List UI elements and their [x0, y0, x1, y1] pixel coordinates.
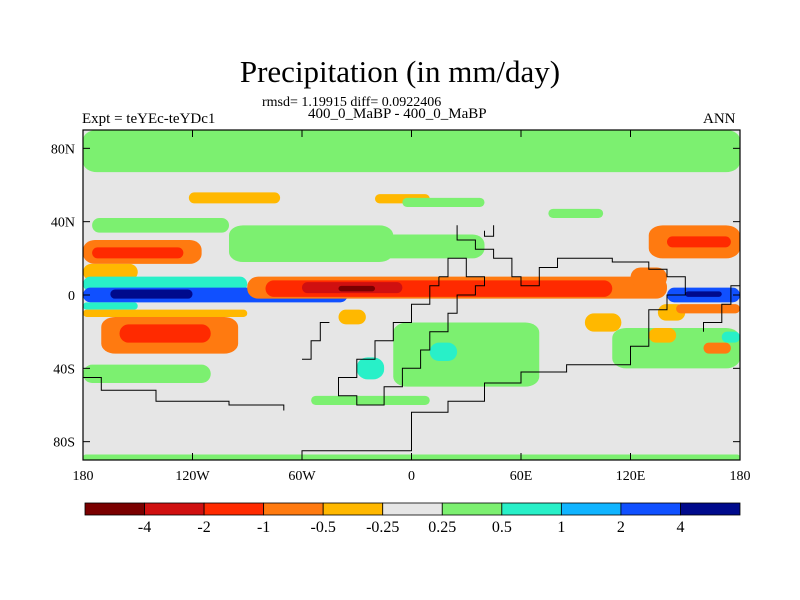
x-tick-label-0: 180 [73, 469, 94, 484]
coastline-4 [703, 285, 740, 332]
map-region-8 [338, 234, 485, 259]
colorbar-swatch-3 [263, 502, 324, 516]
map-region-2 [188, 192, 281, 204]
colorbar-label-5: 0.25 [428, 519, 456, 536]
map-region-9 [393, 322, 540, 387]
colorbar-swatch-10 [680, 502, 741, 516]
season-label: ANN [703, 111, 736, 127]
coastlines [83, 225, 740, 460]
y-tick-label-0: 80N [51, 142, 75, 157]
axis-ticks: 180 120W 60W 0 60E 120E 180 80N 40N 0 40S 80S [51, 130, 751, 484]
colorbar-swatch-4 [322, 502, 384, 516]
x-tick-label-4: 60E [510, 469, 533, 484]
coastline-1 [338, 257, 485, 406]
map-region-22 [119, 324, 211, 343]
map-region-12 [612, 328, 740, 369]
x-tick-label-1: 120W [175, 469, 210, 484]
x-tick-label-5: 120E [616, 469, 646, 484]
colorbar-swatch-8 [560, 502, 622, 516]
map-region-15 [83, 263, 138, 281]
coastline-5 [484, 225, 495, 237]
coastline-2 [456, 225, 686, 292]
map-region-31 [429, 342, 458, 361]
x-tick-label-2: 60W [288, 469, 316, 484]
map-region-28 [584, 313, 622, 332]
map-region-29 [648, 328, 677, 343]
map-region-0 [83, 130, 740, 173]
map-region-5 [548, 208, 604, 218]
map-region-6 [92, 218, 229, 233]
colorbar-swatch-2 [203, 502, 265, 516]
colorbar-label-2: -1 [257, 519, 270, 536]
map-region-19 [83, 302, 138, 310]
map-region-39 [721, 331, 740, 343]
colorbar-label-3: -0.5 [311, 519, 336, 536]
x-tick-label-3: 0 [408, 469, 415, 484]
coastline-3 [83, 377, 285, 411]
x-tick-label-6: 180 [730, 469, 751, 484]
y-tick-label-3: 40S [53, 362, 75, 377]
coastline-6 [302, 322, 330, 360]
colorbar: -4 -2 -1 -0.5 -0.25 0.25 0.5 1 2 4 [84, 502, 741, 536]
map-region-38 [676, 304, 740, 314]
colorbar-swatch-9 [620, 502, 681, 516]
experiment-label: Expt = teYEc-teYDc1 [82, 111, 216, 127]
map-region-30 [356, 357, 385, 380]
map-region-10 [83, 364, 211, 383]
map-region-34 [630, 267, 667, 288]
map-region-4 [402, 197, 485, 207]
map-region-27 [338, 309, 366, 325]
colorbar-label-9: 4 [676, 519, 684, 536]
map-region-33 [667, 236, 731, 248]
map-region-36 [685, 291, 722, 297]
colorbar-swatch-7 [501, 502, 562, 516]
colorbar-label-0: -4 [138, 519, 151, 536]
y-tick-label-1: 40N [51, 216, 75, 231]
stats-label: rmsd= 1.19915 diff= 0.0922406 [262, 95, 442, 110]
y-tick-label-2: 0 [68, 289, 75, 304]
coastline-0 [301, 291, 686, 460]
colorbar-swatch-1 [144, 502, 205, 516]
colorbar-label-7: 1 [557, 519, 565, 536]
map-region-14 [92, 247, 184, 259]
colorbar-label-8: 2 [617, 519, 625, 536]
chart-subtitle: 400_0_MaBP - 400_0_MaBP [308, 106, 487, 122]
colorbar-swatch-5 [382, 502, 443, 516]
map-field [83, 130, 740, 460]
map-region-40 [703, 342, 731, 354]
map-region-18 [110, 289, 193, 299]
chart-title: Precipitation (in mm/day) [239, 54, 561, 89]
y-tick-label-4: 80S [53, 436, 75, 451]
map-region-11 [311, 395, 430, 405]
colorbar-label-4: -0.25 [366, 519, 399, 536]
colorbar-swatch-0 [84, 502, 145, 516]
map-region-20 [83, 309, 248, 317]
colorbar-label-6: 0.5 [492, 519, 512, 536]
colorbar-label-1: -2 [197, 519, 210, 536]
map-region-26 [338, 285, 375, 292]
colorbar-swatch-6 [441, 502, 503, 516]
